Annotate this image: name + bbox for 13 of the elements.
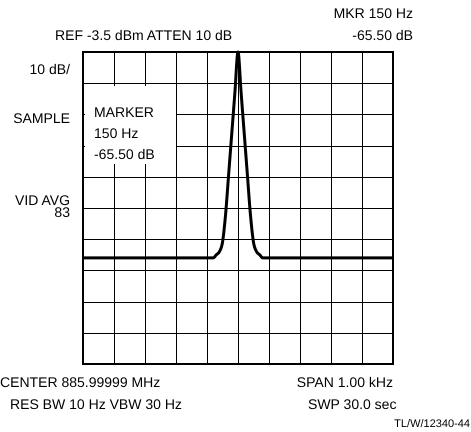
text: SPAN 1.00 kHz [296, 374, 393, 390]
text: TL/W/12340-44 [394, 418, 470, 430]
text: CENTER 885.99999 MHz [0, 374, 160, 390]
annotation: 150 Hz [94, 125, 138, 141]
text: SAMPLE [13, 110, 70, 126]
text: RES BW 10 Hz VBW 30 Hz [10, 396, 182, 412]
annotation: -65.50 dB [94, 146, 155, 162]
text: MKR 150 Hz [334, 5, 413, 21]
text: SWP 30.0 sec [308, 396, 396, 412]
text: -65.50 dB [352, 27, 413, 43]
annotation: MARKER [94, 104, 154, 120]
text: 10 dB/ [30, 61, 70, 77]
text: REF -3.5 dBm ATTEN 10 dB [55, 27, 232, 43]
